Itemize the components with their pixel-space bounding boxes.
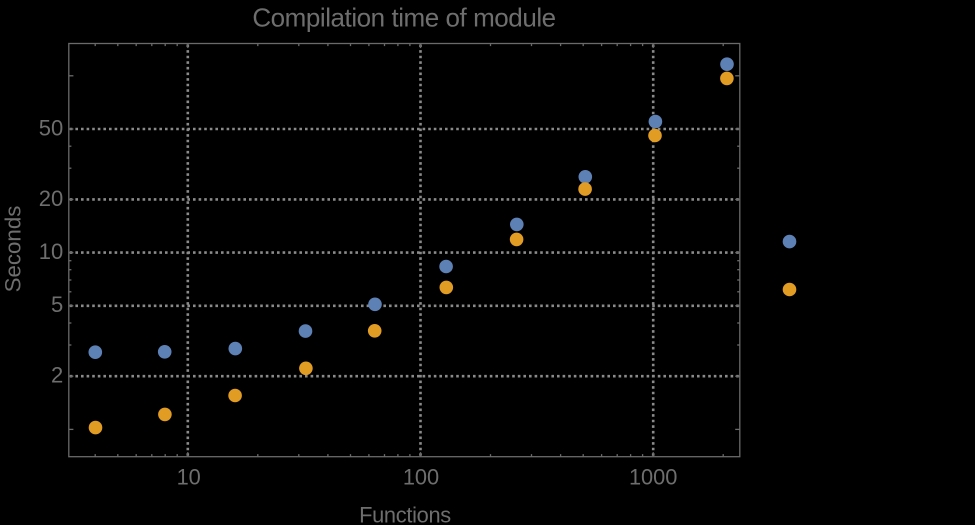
- svg-text:2: 2: [51, 363, 63, 388]
- svg-text:10: 10: [177, 464, 201, 489]
- svg-text:10: 10: [39, 239, 63, 264]
- svg-text:20: 20: [39, 186, 63, 211]
- svg-text:Compilation time of module: Compilation time of module: [252, 3, 555, 33]
- svg-text:100: 100: [403, 464, 439, 489]
- svg-text:5: 5: [51, 292, 63, 317]
- svg-text:Functions: Functions: [359, 503, 451, 525]
- svg-text:1000: 1000: [629, 464, 678, 489]
- svg-text:50: 50: [39, 115, 63, 140]
- svg-text:Seconds: Seconds: [1, 206, 26, 293]
